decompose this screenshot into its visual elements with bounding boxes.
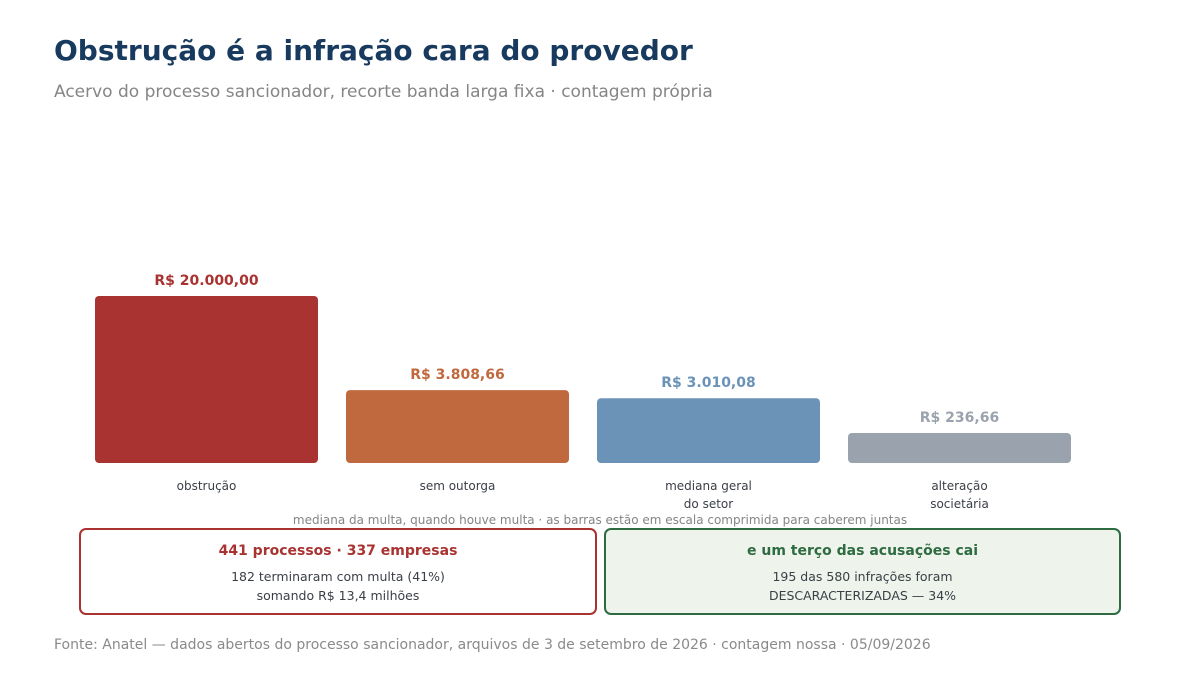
value-label-3: R$ 236,66: [920, 410, 999, 426]
callout-processes: 441 processos · 337 empresas 182 termina…: [79, 528, 597, 615]
category-label-2-1: do setor: [684, 497, 733, 511]
callout-processes-line-2: somando R$ 13,4 milhões: [256, 588, 420, 603]
callout-dismissed: e um terço das acusações cai 195 das 580…: [604, 528, 1121, 615]
category-label-2-0: mediana geral: [665, 479, 752, 493]
chart-title: Obstrução é a infração cara do provedor: [54, 34, 693, 67]
bar-2: [597, 398, 820, 463]
bar-chart: R$ 20.000,00 obstrução R$ 3.808,66 sem outo…: [95, 273, 1071, 511]
callout-dismissed-heading: e um terço das acusações cai: [746, 543, 978, 559]
category-label-0-0: obstrução: [177, 479, 237, 493]
category-label-3-0: alteração: [931, 479, 987, 493]
bar-3: [848, 433, 1071, 463]
callout-dismissed-line-1: 195 das 580 infrações foram: [772, 569, 953, 584]
callout-processes-line-1: 182 terminaram com multa (41%): [231, 569, 445, 584]
bar-0: [95, 296, 318, 463]
chart-subtitle: Acervo do processo sancionador, recorte …: [54, 82, 713, 102]
category-label-3-1: societária: [930, 497, 989, 511]
callout-processes-heading: 441 processos · 337 empresas: [218, 543, 458, 559]
category-label-1-0: sem outorga: [420, 479, 496, 493]
value-label-2: R$ 3.010,08: [661, 375, 755, 391]
callout-dismissed-line-2: DESCARACTERIZADAS — 34%: [768, 588, 957, 603]
chart-note: mediana da multa, quando houve multa · a…: [292, 513, 908, 527]
source-footer: Fonte: Anatel — dados abertos do process…: [54, 637, 931, 653]
bar-1: [346, 390, 569, 463]
value-label-0: R$ 20.000,00: [154, 273, 258, 289]
value-label-1: R$ 3.808,66: [410, 367, 504, 383]
